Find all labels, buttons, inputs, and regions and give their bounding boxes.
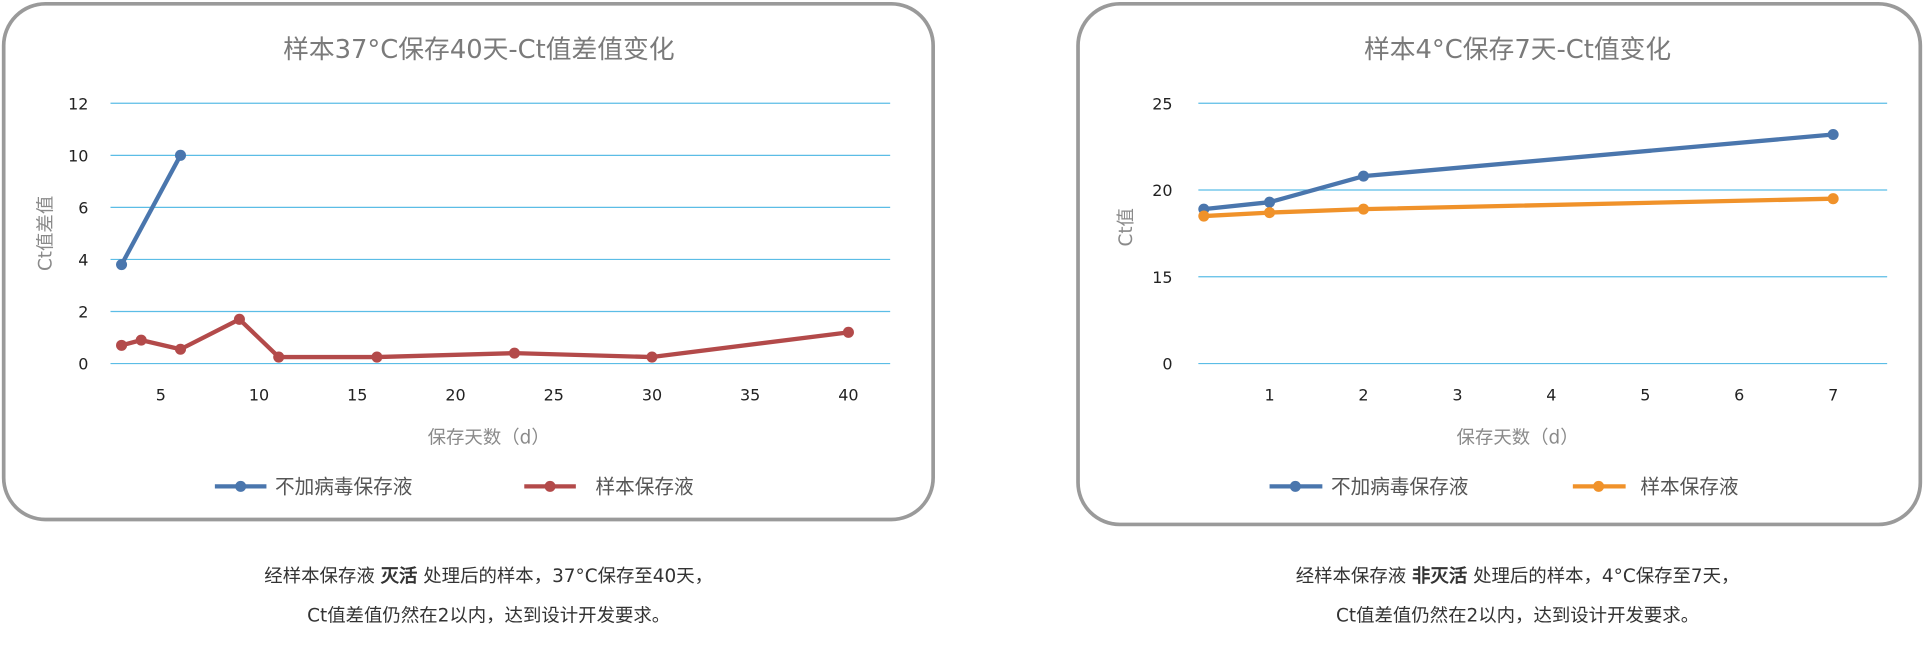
legend-item-2: 样本保存液 [524,476,694,499]
x-tick-label: 40 [838,385,858,404]
y-tick-label: 20 [1152,181,1172,200]
chart-title: 样本4°C保存7天-Ct值变化 [1364,35,1671,65]
data-point [116,259,128,271]
y-tick-label: 0 [1162,355,1172,374]
legend-marker [1289,480,1301,492]
legend-item-1: 不加病毒保存液 [1269,476,1468,499]
caption-post: 处理后的样本，4°C保存至7天， [1467,566,1739,587]
x-tick-label: 30 [642,385,662,404]
series-line-2 [1203,196,1834,219]
x-axis-label: 保存天数（d） [1457,427,1579,448]
x-tick-label: 35 [740,385,760,404]
legend-marker [1593,480,1605,492]
legend-label: 样本保存液 [1640,476,1738,499]
plot-area [116,149,854,363]
series-line-1 [119,154,183,266]
x-tick-label: 10 [249,385,269,404]
data-point [135,334,147,346]
x-tick-label: 3 [1452,385,1462,404]
gridlines [110,102,891,365]
plot-area [1198,128,1839,222]
data-point [174,343,187,355]
caption-post: 处理后的样本，37°C保存至40天， [417,566,713,587]
y-tick-label: 15 [1152,268,1172,287]
legend-item-2: 样本保存液 [1572,476,1738,499]
x-tick-labels: 1 2 3 4 5 6 7 [1264,385,1838,404]
chart-panel-2: 样本4°C保存7天-Ct值变化 0 15 20 25 1 2 3 4 5 6 7 Ct值 保存天数… [1076,1,1923,527]
chart-panel-1: 样本37°C保存40天-Ct值差值变化 0 2 4 6 10 12 5 10 15 20 25 30… [1,1,935,522]
legend-marker [235,480,247,492]
legend: 不加病毒保存液 样本保存液 [1269,476,1738,499]
data-point [842,326,854,338]
x-tick-label: 5 [156,385,166,404]
panel-border [1076,1,1923,527]
y-tick-label: 4 [78,251,88,270]
chart-title: 样本37°C保存40天-Ct值差值变化 [283,35,675,65]
y-tick-labels: 0 15 20 25 [1152,94,1172,373]
x-tick-label: 7 [1828,385,1838,404]
caption-line-2: Ct值差值仍然在2以内，达到设计开发要求。 [1336,605,1699,626]
data-point [1264,196,1276,208]
x-tick-label: 2 [1358,385,1368,404]
legend: 不加病毒保存液 样本保存液 [214,476,694,499]
caption-pre: 经样本保存液 [1296,566,1412,587]
caption-bold: 灭活 [380,565,418,587]
panel-border [1,1,935,522]
caption-bold: 非灭活 [1412,565,1467,587]
legend-label: 不加病毒保存液 [1331,476,1468,499]
caption-pre: 经样本保存液 [264,566,380,587]
data-point [1198,210,1210,222]
data-point [233,313,245,325]
y-tick-label: 10 [68,146,88,165]
legend-label: 样本保存液 [595,476,693,499]
caption-line-2: Ct值差值仍然在2以内，达到设计开发要求。 [307,605,670,626]
data-point [1357,170,1370,182]
x-tick-label: 20 [445,385,465,404]
x-tick-label: 4 [1546,385,1556,404]
data-point [508,347,520,359]
data-point [1827,128,1839,141]
x-tick-label: 15 [347,385,367,404]
caption-line-1: 经样本保存液 灭活 处理后的样本，37°C保存至40天， [264,565,713,587]
x-axis-label: 保存天数（d） [428,427,550,448]
data-point [116,339,128,351]
y-tick-labels: 0 2 4 6 10 12 [68,94,88,373]
caption-line-1: 经样本保存液 非灭活 处理后的样本，4°C保存至7天， [1296,565,1740,587]
x-tick-labels: 5 10 15 20 25 30 35 40 [156,385,859,404]
data-point [371,351,383,363]
y-axis-label: Ct值 [1116,208,1137,246]
series-line-1 [1203,132,1834,212]
y-tick-label: 6 [78,199,88,218]
y-axis-label: Ct值差值 [36,196,57,271]
y-tick-label: 0 [78,355,88,374]
legend-label: 不加病毒保存液 [275,476,412,499]
x-tick-label: 6 [1734,385,1744,404]
data-point [1827,193,1839,205]
data-point [273,351,285,363]
x-tick-label: 5 [1640,385,1650,404]
legend-item-1: 不加病毒保存液 [214,476,412,499]
y-tick-label: 25 [1152,94,1172,113]
data-point [1264,207,1276,219]
x-tick-label: 25 [544,385,564,404]
data-point [646,351,658,363]
y-tick-label: 12 [68,94,88,113]
x-tick-label: 1 [1264,385,1274,404]
y-tick-label: 2 [78,303,88,322]
data-point [1357,203,1370,215]
data-point [174,149,187,161]
legend-marker [544,480,556,492]
